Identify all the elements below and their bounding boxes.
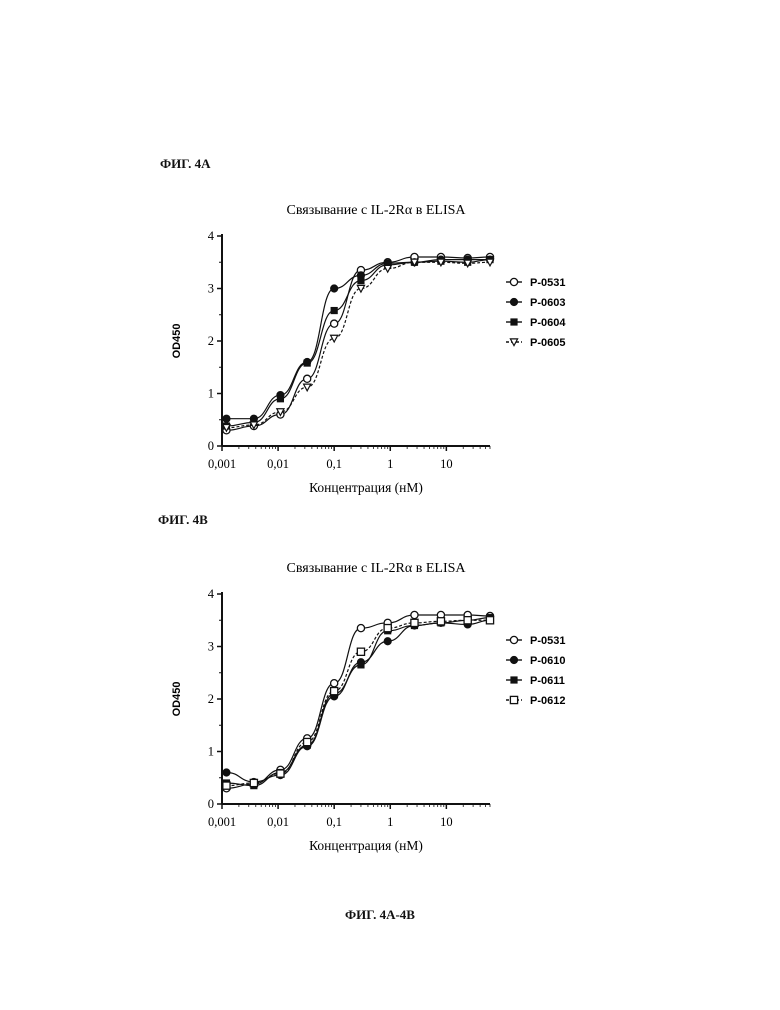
legend-item: P-0611 [506,675,565,687]
x-axis-label: Концентрация (нМ) [309,838,423,853]
chart-a: Связывание с IL-2Rα в ELISA 0 1 2 3 4 0,001 0,0… [150,190,630,510]
x-tick-label: 0,01 [267,457,289,471]
chart-title: Связывание с IL-2Rα в ELISA [286,203,466,218]
legend-marker [510,696,517,703]
figure-b-label: ФИГ. 4B [158,512,208,528]
legend-label: P-0612 [530,695,565,707]
x-tick-label: 10 [440,457,453,471]
data-point [384,638,391,645]
x-tick-label: 0,001 [208,457,236,471]
data-point [437,618,444,625]
data-point [331,320,338,327]
legend-marker [510,278,517,285]
y-axis-label: OD450 [171,682,183,717]
legend-item: P-0531 [506,277,565,289]
data-point [250,779,257,786]
data-point [304,738,311,745]
legend-marker [510,676,517,683]
series-p-0605 [223,259,494,431]
legend-label: P-0611 [530,675,565,687]
series-p-0610 [223,617,494,786]
data-point [223,769,230,776]
data-point [331,285,338,292]
data-point [277,770,284,777]
y-tick-label: 1 [208,745,214,759]
y-tick-label: 0 [208,439,214,453]
y-tick-label: 2 [208,692,214,706]
data-point [384,625,391,632]
legend-label: P-0610 [530,655,565,667]
y-tick-label: 4 [208,587,215,601]
legend-item: P-0612 [506,695,565,707]
data-point [304,359,311,366]
legend-label: P-0531 [530,277,565,289]
series-curve [226,615,490,788]
legend-marker [510,318,517,325]
legend-item: P-0531 [506,635,565,647]
data-point [304,375,311,382]
legend-marker [510,298,517,305]
x-tick-label: 1 [387,457,393,471]
x-tick-label: 0,1 [326,457,342,471]
y-tick-label: 1 [208,387,214,401]
series-p-0604 [223,256,494,430]
x-axis-label: Концентрация (нМ) [309,480,423,495]
x-tick-label: 0,001 [208,815,236,829]
series-curve [226,618,490,786]
legend-item: P-0605 [506,337,565,349]
legend-label: P-0603 [530,297,565,309]
data-point [411,619,418,626]
y-tick-label: 2 [208,334,214,348]
series-p-0531 [223,611,494,791]
data-point [357,277,364,284]
chart-title: Связывание с IL-2Rα в ELISA [286,561,466,576]
data-point [486,617,493,624]
data-point [331,307,338,314]
series-p-0612 [223,617,494,790]
series-curve [226,620,490,785]
y-tick-label: 4 [208,229,215,243]
legend-label: P-0604 [530,317,566,329]
data-point [277,395,284,402]
y-tick-label: 3 [208,282,214,296]
x-tick-label: 0,01 [267,815,289,829]
figure-a-label: ФИГ. 4A [160,156,210,172]
chart-b: Связывание с IL-2Rα в ELISA 0 1 2 3 4 0,001 0,0… [150,548,630,868]
data-point [223,415,230,422]
y-tick-label: 0 [208,797,214,811]
x-tick-label: 10 [440,815,453,829]
data-point [331,688,338,695]
legend-label: P-0605 [530,337,565,349]
series-p-0611 [223,614,494,789]
legend-marker [510,636,517,643]
data-point [223,782,230,789]
data-point [304,384,311,391]
series-curve [226,620,490,782]
data-point [357,661,364,668]
x-tick-label: 1 [387,815,393,829]
legend-item: P-0603 [506,297,565,309]
legend-label: P-0531 [530,635,565,647]
data-point [464,617,471,624]
legend-item: P-0610 [506,655,565,667]
y-tick-label: 3 [208,640,214,654]
x-tick-label: 0,1 [326,815,342,829]
figure-caption: ФИГ. 4A-4B [345,907,415,923]
series-curve [226,260,490,426]
y-axis-label: OD450 [171,324,183,359]
data-point [331,680,338,687]
data-point [357,648,364,655]
data-point [411,611,418,618]
data-point [357,625,364,632]
legend-item: P-0604 [506,317,566,329]
legend-marker [510,656,517,663]
